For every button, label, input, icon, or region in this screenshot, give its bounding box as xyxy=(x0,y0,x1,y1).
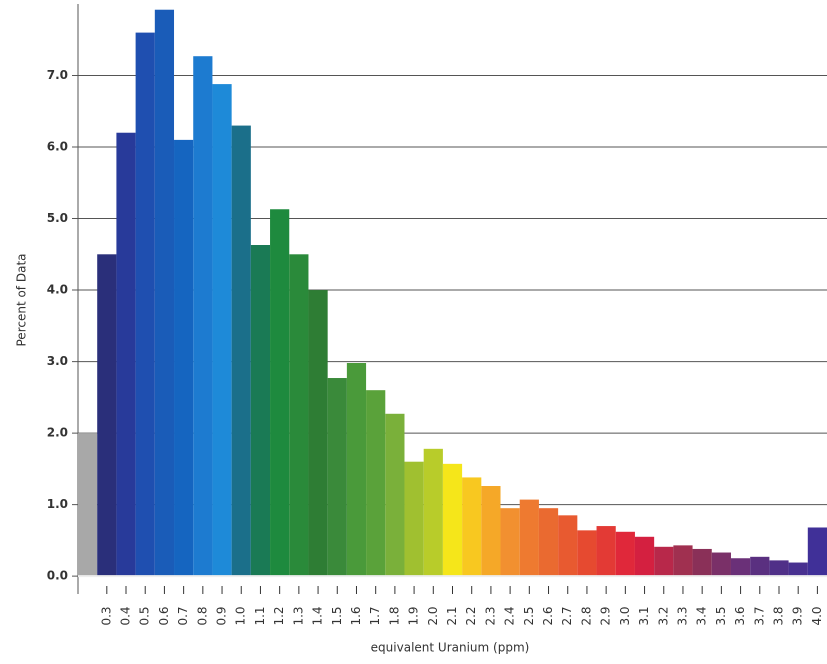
x-tick-label: 0.3 xyxy=(99,606,113,625)
x-tick-label: 2.7 xyxy=(560,606,574,625)
bar xyxy=(385,413,405,577)
bar xyxy=(135,32,155,577)
bar xyxy=(769,560,789,577)
x-tick-label: 2.4 xyxy=(503,606,517,625)
x-tick-label: 0.4 xyxy=(119,606,133,625)
x-tick-label: 2.6 xyxy=(541,606,555,625)
y-axis-label: Percent of Data xyxy=(15,254,29,347)
y-tick-label: 1.0 xyxy=(47,497,68,511)
x-tick-label: 1.7 xyxy=(368,606,382,625)
x-tick-label: 4.0 xyxy=(810,606,824,625)
x-tick-label: 3.5 xyxy=(714,606,728,625)
y-tick-label: 2.0 xyxy=(47,426,68,440)
bar xyxy=(538,508,559,577)
bar xyxy=(577,530,597,577)
bar xyxy=(212,84,232,577)
y-tick-label: 6.0 xyxy=(47,140,68,154)
bar xyxy=(442,463,463,577)
bar xyxy=(154,9,175,577)
x-tick-label: 1.0 xyxy=(234,606,248,625)
bar xyxy=(692,548,712,577)
x-tick-label: 3.3 xyxy=(675,606,689,625)
bar xyxy=(270,209,290,577)
bar xyxy=(654,546,674,577)
bar xyxy=(750,556,770,577)
bar xyxy=(481,486,501,577)
bar xyxy=(327,378,347,577)
bar xyxy=(346,363,367,577)
bar xyxy=(250,245,271,577)
x-tick-label: 0.5 xyxy=(138,606,152,625)
bar xyxy=(558,515,578,577)
bar xyxy=(289,254,309,577)
x-tick-label: 2.3 xyxy=(483,606,497,625)
x-tick-label: 0.8 xyxy=(195,606,209,625)
x-tick-label: 3.8 xyxy=(771,606,785,625)
x-tick-label: 1.2 xyxy=(272,606,286,625)
x-tick-label: 2.0 xyxy=(426,606,440,625)
x-tick-label: 3.1 xyxy=(637,606,651,625)
x-tick-label: 3.7 xyxy=(752,606,766,625)
x-tick-label: 3.0 xyxy=(618,606,632,625)
x-tick-label: 3.9 xyxy=(791,606,805,625)
x-tick-label: 2.1 xyxy=(445,606,459,625)
bar xyxy=(97,254,117,577)
y-tick-label: 5.0 xyxy=(47,211,68,225)
bar xyxy=(423,448,443,577)
x-axis-label: equivalent Uranium (ppm) xyxy=(371,641,530,655)
x-tick-label: 0.6 xyxy=(157,606,171,625)
x-tick-label: 3.4 xyxy=(695,606,709,625)
bar xyxy=(193,56,213,577)
bar xyxy=(308,290,328,577)
y-tick-label: 3.0 xyxy=(47,354,68,368)
x-tick-label: 1.3 xyxy=(291,606,305,625)
bar xyxy=(730,558,751,577)
x-tick-label: 2.2 xyxy=(464,606,478,625)
bar xyxy=(404,461,424,577)
y-tick-label: 7.0 xyxy=(47,68,68,82)
x-tick-label: 2.9 xyxy=(599,606,613,625)
bar xyxy=(500,508,520,577)
bar xyxy=(615,531,635,577)
x-tick-label: 1.6 xyxy=(349,606,363,625)
y-tick-label: 0.0 xyxy=(47,569,68,583)
bar xyxy=(634,536,655,577)
x-tick-label: 1.8 xyxy=(387,606,401,625)
bar xyxy=(462,477,482,577)
x-tick-label: 1.4 xyxy=(311,606,325,625)
bar xyxy=(519,499,539,577)
x-tick-label: 2.5 xyxy=(522,606,536,625)
bar xyxy=(807,527,827,577)
bar xyxy=(596,526,616,577)
x-tick-label: 0.7 xyxy=(176,606,190,625)
bar xyxy=(231,125,251,577)
bar xyxy=(366,390,386,577)
bar xyxy=(78,433,98,577)
x-tick-label: 3.6 xyxy=(733,606,747,625)
bar xyxy=(174,139,194,577)
x-tick-label: 1.5 xyxy=(330,606,344,625)
bar xyxy=(711,552,731,577)
x-tick-label: 1.9 xyxy=(407,606,421,625)
x-tick-label: 3.2 xyxy=(656,606,670,625)
bar xyxy=(116,132,136,577)
bar xyxy=(788,562,808,577)
x-tick-label: 0.9 xyxy=(215,606,229,625)
x-tick-label: 1.1 xyxy=(253,606,267,625)
x-tick-label: 2.8 xyxy=(579,606,593,625)
bar xyxy=(673,545,693,577)
y-tick-label: 4.0 xyxy=(47,283,68,297)
